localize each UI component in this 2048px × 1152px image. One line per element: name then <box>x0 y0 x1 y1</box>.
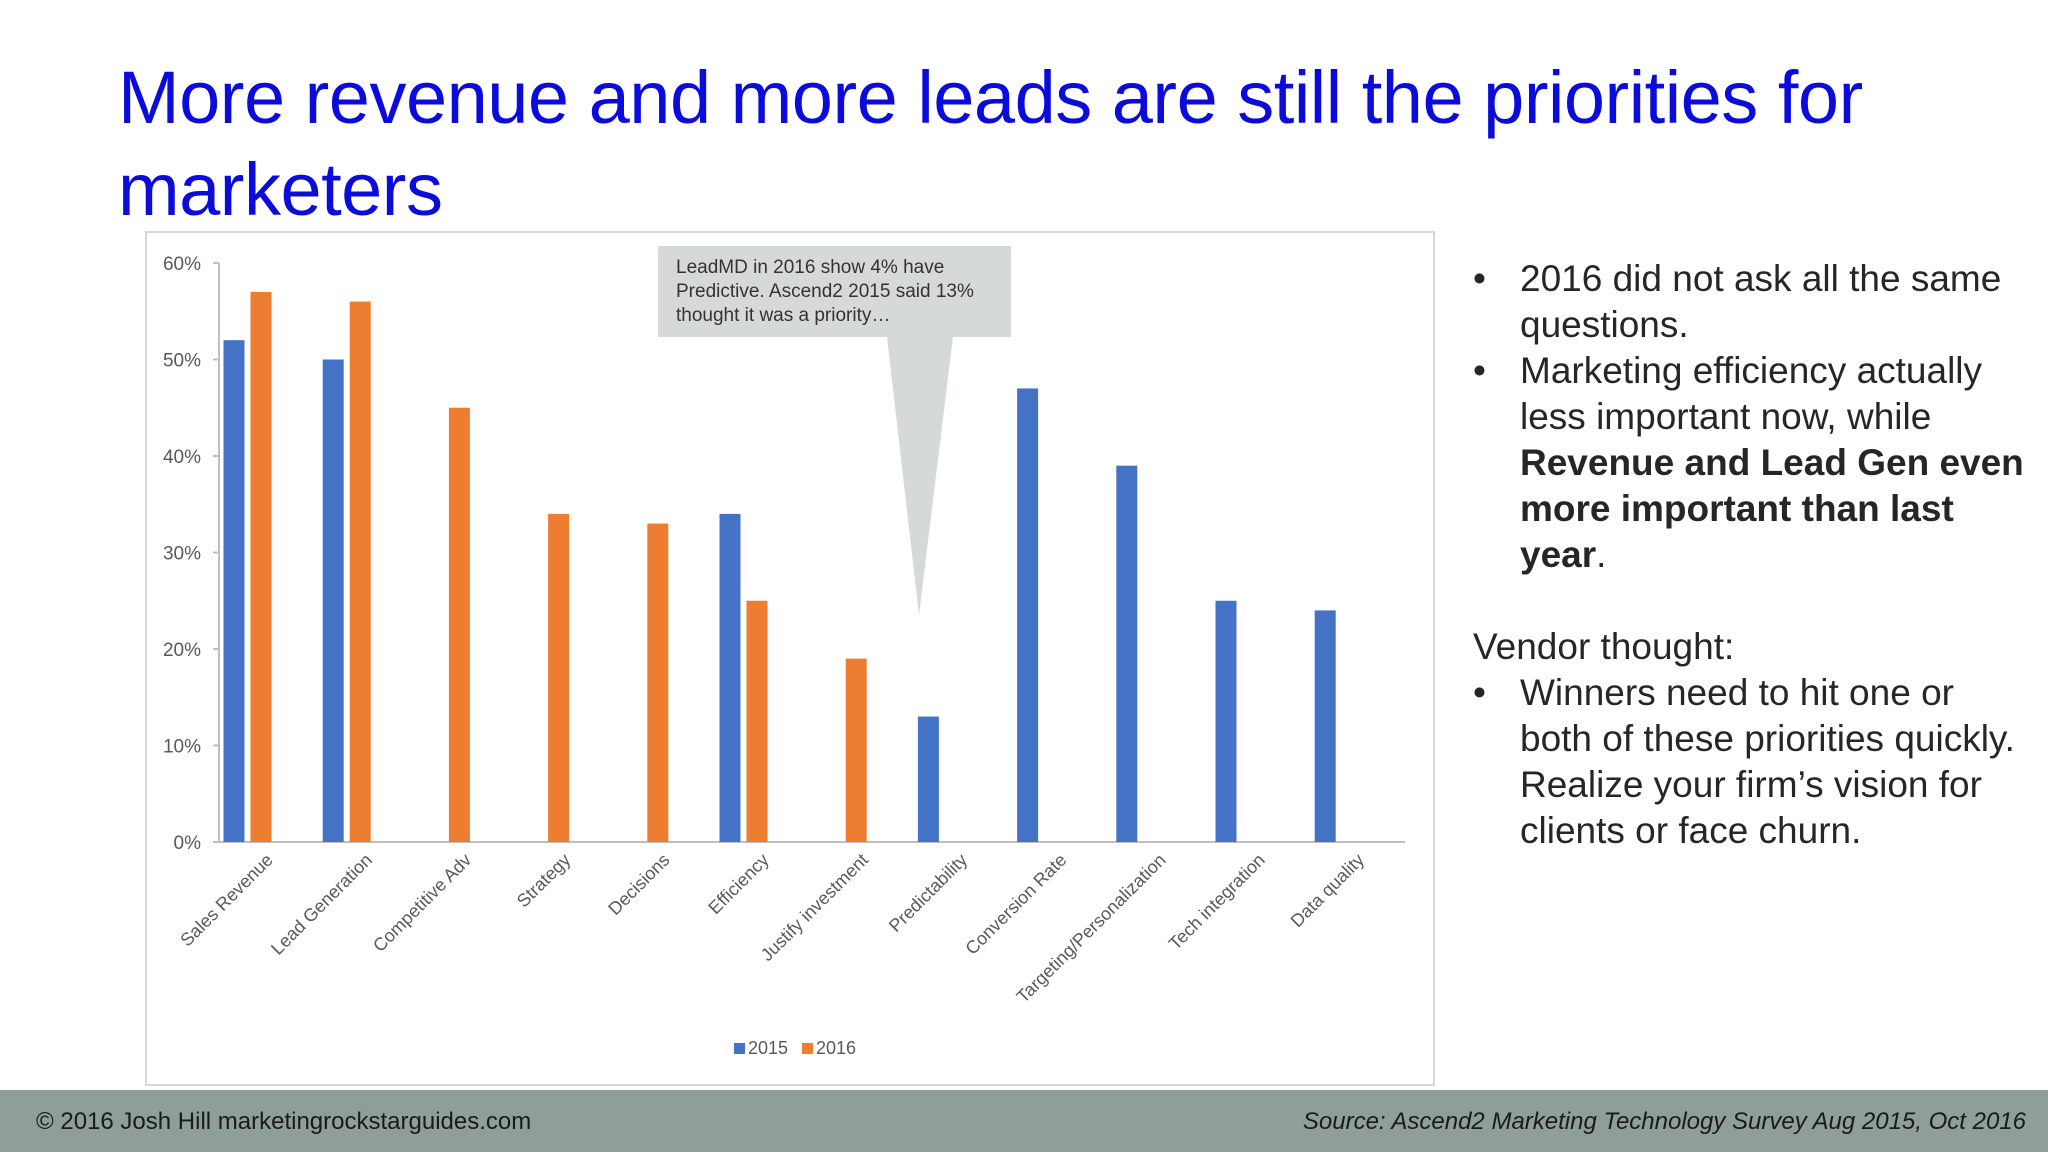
x-category-label: Competitive Adv <box>369 850 475 956</box>
slide-title: More revenue and more leads are still th… <box>118 56 1863 231</box>
bar-2015 <box>719 513 741 842</box>
bar-2016 <box>448 407 470 842</box>
bullet-list: • 2016 did not ask all the same questions… <box>1473 256 2033 854</box>
bar-2016 <box>349 301 371 843</box>
y-tick-label: 0% <box>174 833 202 854</box>
x-category-label: Justify investment <box>757 850 872 965</box>
y-tick-label: 10% <box>163 737 201 758</box>
x-category-label: Conversion Rate <box>961 850 1070 959</box>
bullet-glyph: • <box>1473 350 1486 391</box>
chart-y-ticks: 0% 10% 20% 30% 40% 50% 60% <box>163 254 219 854</box>
vendor-heading: Vendor thought: <box>1473 626 1735 667</box>
bar-2015 <box>322 359 344 842</box>
bar-2015 <box>1017 388 1039 842</box>
bar-2015 <box>1215 600 1237 842</box>
bullet-text-end: . <box>1596 534 1607 575</box>
x-category-label: Sales Revenue <box>176 850 276 950</box>
bar-2016 <box>250 291 272 842</box>
bar-2016 <box>647 523 669 842</box>
bullet-item: • 2016 did not ask all the same questions… <box>1473 256 2033 348</box>
bar-chart: 0% 10% 20% 30% 40% 50% 60% Sales Revenue Lead G… <box>145 231 1435 1086</box>
legend-swatch <box>802 1043 813 1054</box>
y-tick-label: 60% <box>163 254 201 275</box>
chart-bars <box>223 291 1336 843</box>
x-category-label: Efficiency <box>704 850 772 918</box>
bar-2015 <box>223 340 245 842</box>
bar-2016 <box>746 600 768 842</box>
x-category-label: Predictability <box>885 850 971 936</box>
bullet-glyph: • <box>1473 258 1486 299</box>
y-tick-label: 40% <box>163 447 201 468</box>
x-category-label: Strategy <box>513 850 575 912</box>
bullet-text: Marketing efficiency actually less impor… <box>1520 350 1983 437</box>
bullet-item: • Marketing efficiency actually less impo… <box>1473 348 2033 578</box>
x-category-label: Tech integration <box>1165 850 1269 954</box>
legend-swatch <box>734 1043 745 1054</box>
bar-2015 <box>1314 610 1336 842</box>
bullet-item: • Winners need to hit one or both of thes… <box>1473 670 2033 854</box>
bullet-bold-text: Revenue and Lead Gen even more important… <box>1520 442 2024 575</box>
footer-copyright: © 2016 Josh Hill marketingrockstarguides… <box>36 1108 532 1135</box>
x-category-label: Data quality <box>1287 850 1368 931</box>
bar-2016 <box>845 658 867 842</box>
x-category-label: Lead Generation <box>267 850 376 959</box>
y-tick-label: 20% <box>163 640 201 661</box>
footer-source: Source: Ascend2 Marketing Technology Sur… <box>1302 1108 2026 1135</box>
bar-2015 <box>917 716 939 842</box>
y-tick-label: 50% <box>163 351 201 372</box>
legend-label: 2016 <box>816 1038 856 1058</box>
legend-label: 2015 <box>748 1038 788 1058</box>
footer-bar: © 2016 Josh Hill marketingrockstarguides… <box>0 1090 2048 1152</box>
y-tick-label: 30% <box>163 544 201 565</box>
bar-2016 <box>548 513 570 842</box>
bullet-text: Winners need to hit one or both of these… <box>1520 672 2015 851</box>
bullet-glyph: • <box>1473 672 1486 713</box>
callout-bubble <box>658 246 1011 615</box>
bar-2015 <box>1116 465 1138 842</box>
chart-legend: 2015 2016 <box>734 1038 856 1058</box>
x-category-label: Decisions <box>604 850 673 919</box>
bullet-text: 2016 did not ask all the same questions. <box>1520 258 2002 345</box>
callout-text: LeadMD in 2016 show 4% have Predictive. … <box>676 257 974 326</box>
